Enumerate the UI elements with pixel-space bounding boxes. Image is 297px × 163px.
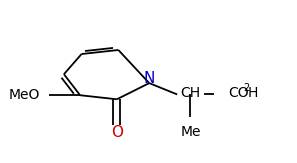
Text: CO: CO xyxy=(229,86,249,100)
Text: O: O xyxy=(111,125,123,140)
Text: Me: Me xyxy=(180,125,201,139)
Text: H: H xyxy=(248,86,258,100)
Text: MeO: MeO xyxy=(9,88,40,102)
Text: N: N xyxy=(143,71,155,86)
Text: 2: 2 xyxy=(243,83,249,93)
Text: CH: CH xyxy=(180,86,200,100)
